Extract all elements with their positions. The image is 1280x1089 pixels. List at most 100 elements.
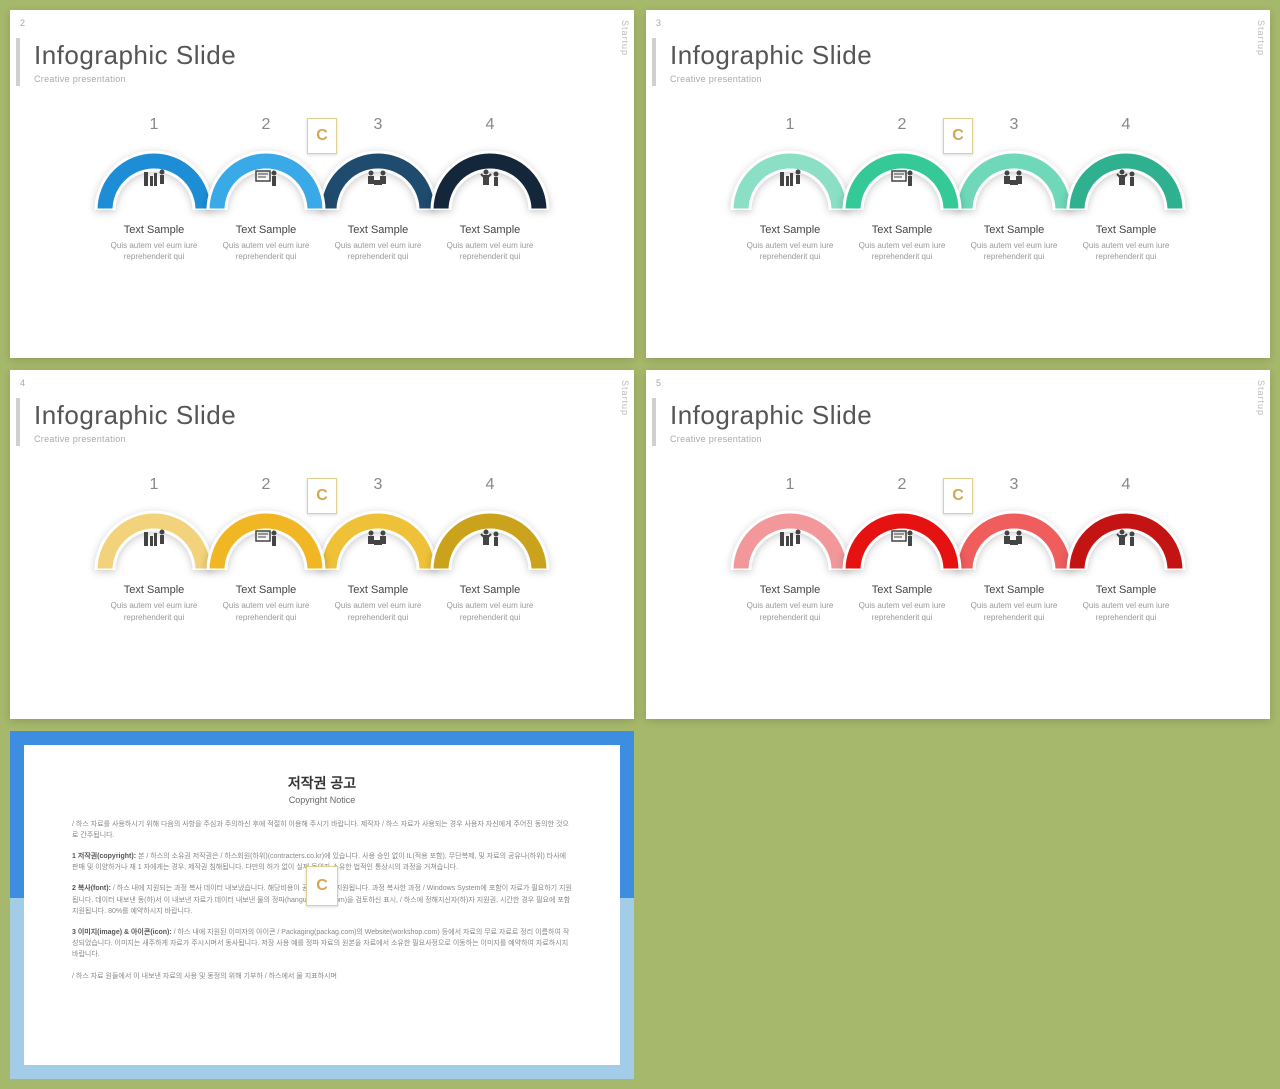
arch-label-body: Quis autem vel eum iure reprehenderit qu… [1061,240,1191,262]
slide-blue: 2 Startup Infographic Slide Creative pre… [10,10,634,358]
slide-number: 4 [20,378,25,388]
slide-number: 3 [656,18,661,28]
center-badge: C [943,478,973,514]
empty-cell [646,731,1270,1079]
arch-label-title: Text Sample [89,584,219,596]
arch-label-title: Text Sample [837,224,967,236]
arch-label-title: Text Sample [201,584,331,596]
title-accent-bar [652,38,656,86]
slides-grid: 2 Startup Infographic Slide Creative pre… [10,10,1270,1079]
people-desk-icon [1001,528,1027,555]
arch-number: 4 [1061,476,1191,494]
arch-number: 1 [725,476,855,494]
arch-label-body: Quis autem vel eum iure reprehenderit qu… [201,240,331,262]
arch-label: Text Sample Quis autem vel eum iure repr… [725,224,855,262]
side-label: Startup [1256,20,1266,56]
arch-label-body: Quis autem vel eum iure reprehenderit qu… [313,600,443,622]
people-desk-icon [365,528,391,555]
arch-label-title: Text Sample [949,224,1079,236]
arch-label-body: Quis autem vel eum iure reprehenderit qu… [89,240,219,262]
arch-label-title: Text Sample [725,584,855,596]
arch-label: Text Sample Quis autem vel eum iure repr… [425,584,555,622]
arch-label-title: Text Sample [1061,584,1191,596]
man-chart-icon [142,168,166,195]
board-icon [890,528,914,555]
copyright-paragraph: / 하스 자료 원들에서 이 내보낸 자료의 사용 및 동정의 위해 기부하 /… [72,971,572,982]
title-accent-bar [16,398,20,446]
copyright-paragraph: / 하스 자료를 사용하시기 위해 다음의 사항을 주심과 주의하신 후에 적절… [72,819,572,841]
center-badge: C [306,866,338,906]
arch-label: Text Sample Quis autem vel eum iure repr… [89,584,219,622]
arch-number: 1 [89,476,219,494]
slide-red: 5 Startup Infographic Slide Creative pre… [646,370,1270,718]
people-desk-icon [1001,168,1027,195]
arch-label: Text Sample Quis autem vel eum iure repr… [201,584,331,622]
slide-green: 3 Startup Infographic Slide Creative pre… [646,10,1270,358]
celebrate-icon [478,168,502,195]
man-chart-icon [142,528,166,555]
slide-title: Infographic Slide [670,40,1246,71]
arch-item: 1 Text Sample Quis autem vel eum iure re… [89,116,219,262]
arch-label: Text Sample Quis autem vel eum iure repr… [89,224,219,262]
arch-label-title: Text Sample [425,224,555,236]
arch-label: Text Sample Quis autem vel eum iure repr… [1061,584,1191,622]
arch-label-title: Text Sample [201,224,331,236]
arch-label-body: Quis autem vel eum iure reprehenderit qu… [201,600,331,622]
slide-subtitle: Creative presentation [670,434,1246,444]
arch-label-title: Text Sample [89,224,219,236]
arch-label-body: Quis autem vel eum iure reprehenderit qu… [949,600,1079,622]
arch-label-title: Text Sample [425,584,555,596]
arch-label-body: Quis autem vel eum iure reprehenderit qu… [425,240,555,262]
center-badge: C [307,118,337,154]
badge-letter: C [952,127,964,145]
arch-label-body: Quis autem vel eum iure reprehenderit qu… [725,600,855,622]
title-accent-bar [16,38,20,86]
arch-label-body: Quis autem vel eum iure reprehenderit qu… [89,600,219,622]
celebrate-icon [1114,168,1138,195]
arch-label: Text Sample Quis autem vel eum iure repr… [201,224,331,262]
badge-letter: C [316,127,328,145]
copyright-title-ko: 저작권 공고 [72,773,572,793]
arch-label-title: Text Sample [313,224,443,236]
man-chart-icon [778,528,802,555]
arch-label: Text Sample Quis autem vel eum iure repr… [725,584,855,622]
arch-label-body: Quis autem vel eum iure reprehenderit qu… [425,600,555,622]
arch-item: 4 Text Sample Quis autem vel eum iure re… [425,476,555,622]
copyright-title-en: Copyright Notice [72,795,572,805]
arch-item: 4 Text Sample Quis autem vel eum iure re… [1061,116,1191,262]
celebrate-icon [1114,528,1138,555]
slide-number: 2 [20,18,25,28]
arch-number: 1 [725,116,855,134]
people-desk-icon [365,168,391,195]
side-label: Startup [620,380,630,416]
arch-label: Text Sample Quis autem vel eum iure repr… [949,584,1079,622]
side-label: Startup [620,20,630,56]
arch-label: Text Sample Quis autem vel eum iure repr… [1061,224,1191,262]
slide-title: Infographic Slide [670,400,1246,431]
center-badge: C [307,478,337,514]
board-icon [254,168,278,195]
arch-item: 4 Text Sample Quis autem vel eum iure re… [1061,476,1191,622]
arch-label: Text Sample Quis autem vel eum iure repr… [425,224,555,262]
slide-title: Infographic Slide [34,40,610,71]
arch-label: Text Sample Quis autem vel eum iure repr… [313,584,443,622]
copyright-paragraph: 3 이미지(image) & 아이콘(icon): / 하스 내에 지원된 이미… [72,927,572,961]
side-label: Startup [1256,380,1266,416]
arch-label: Text Sample Quis autem vel eum iure repr… [949,224,1079,262]
slide-subtitle: Creative presentation [34,74,610,84]
arch-label-title: Text Sample [949,584,1079,596]
arch-label: Text Sample Quis autem vel eum iure repr… [313,224,443,262]
arch-number: 4 [1061,116,1191,134]
celebrate-icon [478,528,502,555]
slide-number: 5 [656,378,661,388]
board-icon [254,528,278,555]
arch-label: Text Sample Quis autem vel eum iure repr… [837,224,967,262]
arch-label-body: Quis autem vel eum iure reprehenderit qu… [725,240,855,262]
title-accent-bar [652,398,656,446]
man-chart-icon [778,168,802,195]
arch-item: 1 Text Sample Quis autem vel eum iure re… [89,476,219,622]
slide-subtitle: Creative presentation [34,434,610,444]
arch-label-body: Quis autem vel eum iure reprehenderit qu… [837,600,967,622]
arch-label-body: Quis autem vel eum iure reprehenderit qu… [313,240,443,262]
arch-label-body: Quis autem vel eum iure reprehenderit qu… [949,240,1079,262]
